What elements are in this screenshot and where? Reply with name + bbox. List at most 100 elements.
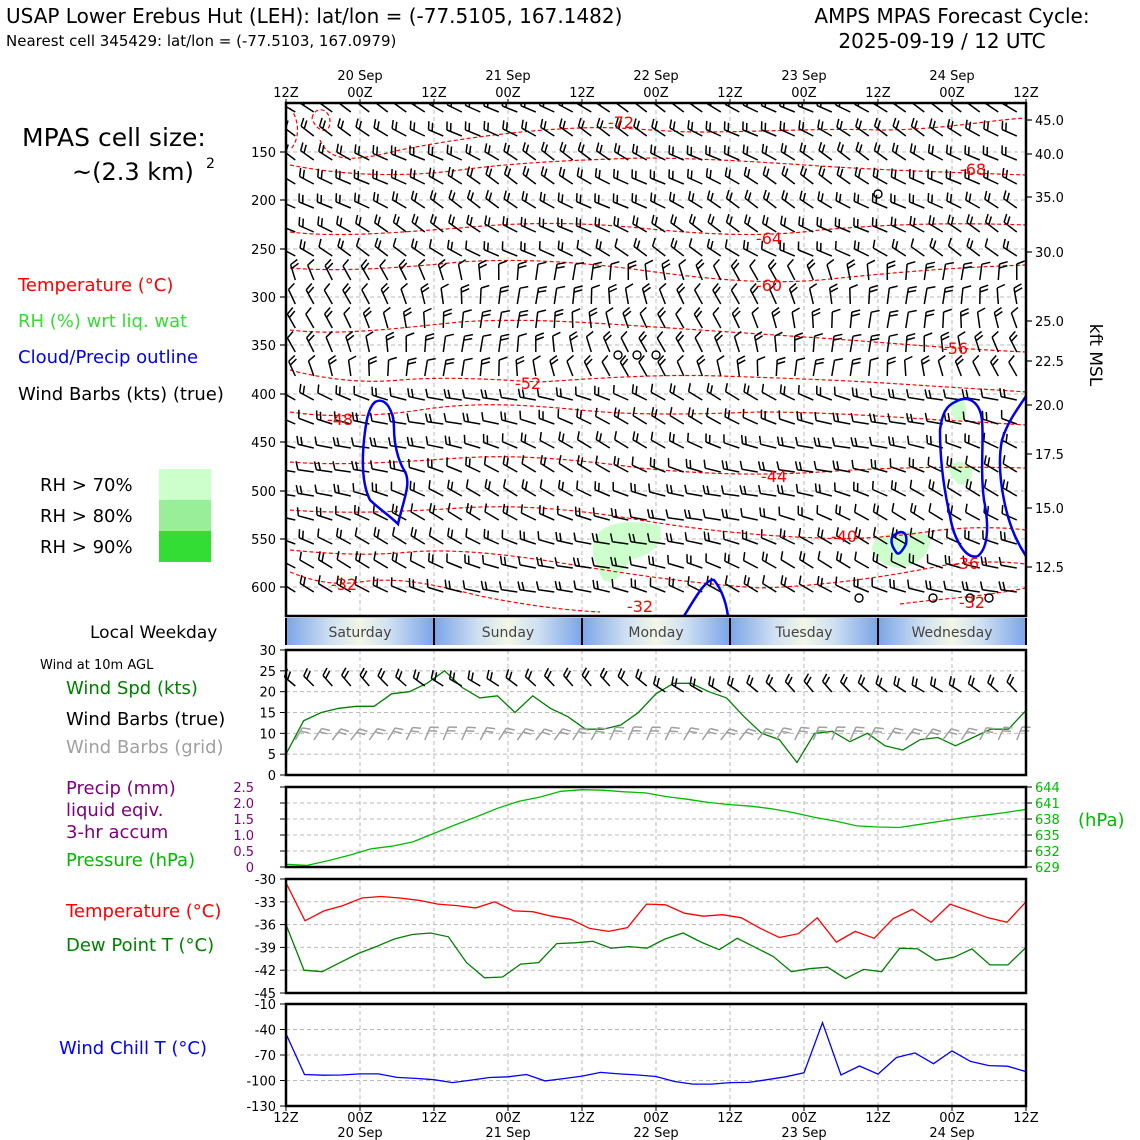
wind-barb <box>794 461 814 473</box>
wind-barb <box>657 306 666 329</box>
pressure-tick-label: 635 <box>1035 829 1060 844</box>
wind-barb <box>742 144 759 161</box>
wind-barb <box>408 578 426 593</box>
wind-barb <box>479 309 492 329</box>
legend-rh90: RH > 90% <box>40 537 133 558</box>
wind-barb <box>871 480 888 497</box>
wind-barb <box>522 142 537 161</box>
surface-barb-true <box>581 667 592 687</box>
pressure-unit: (hPa) <box>1078 810 1125 831</box>
wind-barb <box>814 483 832 497</box>
pressure-tick-label: 644 <box>1035 781 1060 796</box>
wind-barb <box>650 192 666 209</box>
wind-barb <box>668 576 685 593</box>
wind-barb <box>566 354 574 377</box>
weekday-cell <box>582 618 730 645</box>
isotherm-labels: -72 -68 -64 -60 -56 -52 -48 -44 -40 -36 -32 -32 -32 <box>327 113 986 616</box>
wind-barb <box>557 505 574 521</box>
wind-barb <box>516 332 528 353</box>
top-time-axis: 12Z 00Z 12Z 00Z 12Z 00Z 12Z 00Z 12Z 00Z 12Z 20 Sep 2… <box>273 69 1039 103</box>
wind-barb <box>928 503 944 521</box>
surface-barb-true <box>948 675 962 693</box>
wind-barb <box>286 517 296 521</box>
wind-barb <box>315 506 333 521</box>
wind-barb <box>318 117 333 137</box>
wind-barb <box>307 354 316 377</box>
wind-barb <box>390 481 407 497</box>
wind-barb <box>405 357 417 377</box>
wind-barb <box>855 141 870 161</box>
wind-barb <box>286 120 296 137</box>
wind-barb <box>927 528 944 545</box>
wind-barb <box>814 411 832 425</box>
wind-panel: 0 5 10 15 20 25 30 <box>259 644 1031 784</box>
wind-barb <box>705 433 722 449</box>
wind-barb <box>638 355 648 377</box>
wind-barb <box>872 103 888 113</box>
wind-barb <box>868 309 880 329</box>
wind-barb <box>685 458 703 473</box>
top-date-label: 21 Sep <box>485 69 530 84</box>
wind-barb <box>905 413 925 425</box>
wind-barb <box>336 551 352 569</box>
wind-barb <box>305 283 315 305</box>
wind-barb <box>649 577 666 593</box>
top-date-label: 20 Sep <box>337 69 382 84</box>
wind-barb <box>780 215 796 233</box>
wind-barb <box>298 216 315 233</box>
wind-barb <box>688 238 703 257</box>
wind-barb <box>780 551 796 569</box>
wind-barb <box>762 189 777 209</box>
dewpoint-label: Dew Point T (°C) <box>66 935 214 956</box>
wind-barb <box>693 307 703 329</box>
surface-barb-true <box>599 667 611 687</box>
wind-barb <box>614 117 629 137</box>
wind-barb <box>940 331 950 353</box>
wind-barb <box>447 502 463 521</box>
wind-barb <box>480 389 499 401</box>
wind-barb <box>886 285 898 305</box>
wind-barb <box>323 283 333 305</box>
wind-barb <box>905 285 917 305</box>
cell-size-line1: MPAS cell size: <box>22 123 206 152</box>
wind-barb <box>886 260 896 280</box>
weekday-strip: Saturday Sunday Monday Tuesday Wednesday <box>285 618 1027 645</box>
wind-barb <box>676 282 686 305</box>
wind-barb <box>296 507 314 521</box>
wind-barb <box>480 580 499 593</box>
subtitle-left: Nearest cell 345429: lat/lon = (-77.5103… <box>6 32 396 50</box>
surface-barb-true <box>1006 673 1018 693</box>
wind-barb <box>521 191 537 209</box>
wind-barb <box>553 261 566 281</box>
bottom-time-label: 00Z <box>939 1111 965 1126</box>
wind-barb <box>905 260 916 281</box>
wind-barb <box>408 458 426 473</box>
wind-barb <box>668 432 685 449</box>
wind-barb <box>835 527 851 545</box>
wind-barb <box>390 168 407 185</box>
wind-barb <box>537 531 555 545</box>
wind-barb <box>353 385 370 401</box>
wind-barb <box>965 119 981 137</box>
wind-barb <box>942 285 954 305</box>
wind-barb <box>286 331 296 353</box>
wind-barb <box>392 237 407 257</box>
wind-barb <box>668 191 685 209</box>
wind-barb <box>398 258 408 281</box>
wind-barb <box>498 285 510 305</box>
wind-barb <box>1002 238 1018 257</box>
surface-barb-true <box>562 667 574 687</box>
kft-tick-label: 17.5 <box>1035 448 1064 463</box>
wind-barb <box>818 141 833 161</box>
wind-barb <box>849 333 862 353</box>
wind-barb <box>721 508 740 521</box>
cloud-outlines <box>361 395 1026 616</box>
wind-barb <box>286 227 296 233</box>
wind-chill-panel: -130 -100 -70 -40 -10 <box>246 998 1028 1115</box>
y-tick-label: 0 <box>268 769 276 784</box>
wind-barb <box>836 118 851 137</box>
wind-barb <box>869 387 888 401</box>
wind-barb <box>286 419 296 425</box>
wind-barb <box>818 165 833 185</box>
calm-marker <box>928 593 938 603</box>
